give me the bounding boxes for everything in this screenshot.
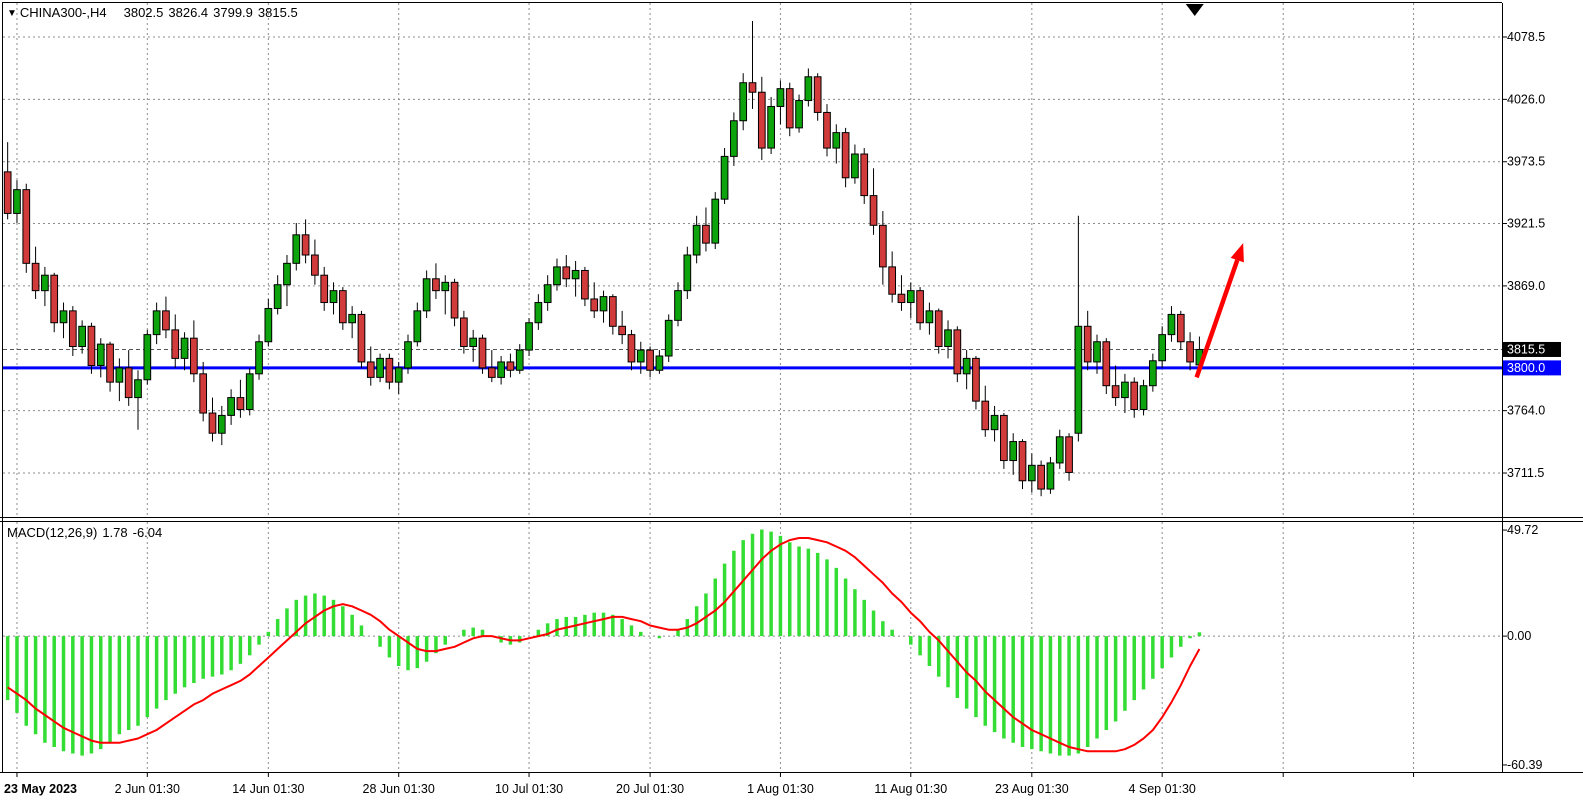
price-axis-label: 3869.0 (1507, 279, 1545, 293)
grid-lines (3, 3, 1502, 772)
hline-price-badge (1503, 360, 1561, 376)
macd-axis[interactable]: 49.72 0.00 -60.39 (1502, 523, 1542, 772)
macd-histogram (5, 529, 1202, 756)
macd-name: MACD(12,26,9) (7, 525, 98, 540)
time-axis-label: 20 Jul 01:30 (616, 782, 684, 796)
candlesticks (3, 20, 1204, 497)
price-axis-label: 4026.0 (1507, 92, 1545, 106)
collapse-chevron-icon[interactable]: ▼ (7, 8, 17, 19)
panel-borders (0, 2, 1583, 773)
quote-high-value: 3826.4 (168, 5, 209, 20)
trend-arrow[interactable] (1194, 243, 1244, 379)
macd-main-value: 1.78 (102, 525, 128, 540)
quote-low-value: 3799.9 (213, 5, 253, 20)
price-axis-label: 3973.5 (1507, 155, 1545, 169)
price-axis-label: 4078.5 (1507, 30, 1545, 44)
price-axis-label: 3921.5 (1507, 217, 1545, 231)
price-axis-label: 3764.0 (1507, 404, 1545, 418)
panel-separator[interactable] (0, 517, 1583, 522)
time-axis[interactable]: 23 May 2023 2 Jun 01:30 14 Jun 01:30 28 Jun… (4, 773, 1415, 796)
price-axis[interactable]: 4078.5 4026.0 3973.5 3921.5 3869.0 3815.5 3800… (1502, 30, 1561, 480)
time-axis-label: 14 Jun 01:30 (232, 782, 304, 796)
current-price-badge (1503, 341, 1561, 357)
price-axis-label: 3815.5 (1507, 342, 1545, 356)
time-axis-label: 28 Jun 01:30 (363, 782, 435, 796)
time-axis-label: 4 Sep 01:30 (1128, 782, 1195, 796)
chart-shift-marker-icon (1185, 4, 1204, 16)
macd-axis-label: -60.39 (1507, 758, 1542, 772)
price-axis-label: 3711.5 (1507, 466, 1544, 480)
macd-indicator-label: MACD(12,26,9) 1.78 -6.04 (7, 525, 162, 540)
time-axis-label: 23 May 2023 (4, 782, 77, 796)
symbol-info-bar: ▼ CHINA300-,H4 3802.5 3826.4 3799.9 3815.5 (7, 5, 298, 20)
price-axis-label: 3800.0 (1507, 361, 1545, 375)
time-axis-label: 23 Aug 01:30 (995, 782, 1069, 796)
time-axis-label: 11 Aug 01:30 (874, 782, 947, 796)
macd-signal-value: -6.04 (132, 525, 163, 540)
macd-axis-label: 0.00 (1507, 629, 1531, 643)
symbol-timeframe-label: CHINA300-,H4 (19, 5, 107, 20)
macd-signal-line (7, 537, 1201, 753)
time-axis-label: 1 Aug 01:30 (747, 782, 814, 796)
time-axis-label: 2 Jun 01:30 (115, 782, 180, 796)
quote-close-value: 3815.5 (257, 5, 298, 20)
time-axis-label: 10 Jul 01:30 (495, 782, 563, 796)
macd-axis-label: 49.72 (1507, 523, 1538, 537)
quote-open-value: 3802.5 (123, 5, 164, 20)
